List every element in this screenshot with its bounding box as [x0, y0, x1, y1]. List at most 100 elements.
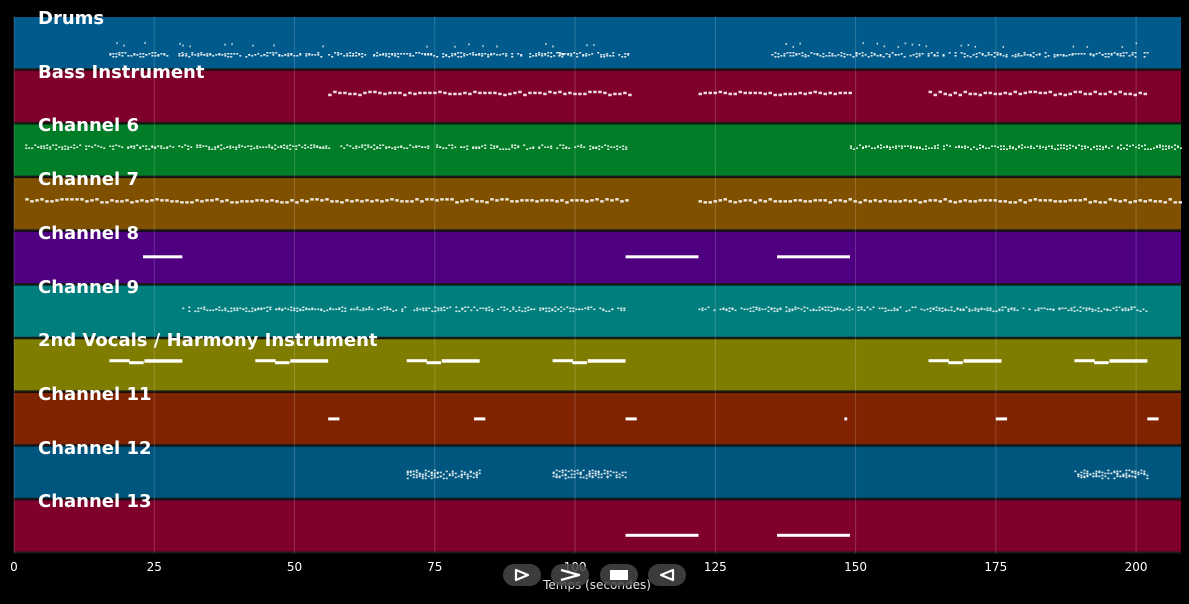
- note: [988, 199, 992, 202]
- note: [968, 92, 973, 96]
- note: [422, 307, 425, 310]
- note: [861, 147, 864, 149]
- note: [552, 45, 554, 48]
- note: [448, 473, 451, 476]
- note: [305, 307, 308, 310]
- note: [585, 200, 589, 203]
- note: [624, 471, 627, 474]
- note: [203, 308, 206, 311]
- note: [545, 199, 549, 202]
- note: [212, 309, 215, 312]
- note: [809, 309, 812, 312]
- note: [518, 306, 521, 309]
- note: [436, 146, 439, 148]
- note: [406, 471, 409, 474]
- note: [121, 55, 124, 57]
- note: [304, 144, 307, 146]
- note: [906, 145, 909, 147]
- note: [783, 200, 787, 203]
- note: [884, 310, 887, 313]
- note: [151, 55, 154, 57]
- note: [335, 308, 338, 311]
- note: [1070, 309, 1073, 312]
- note: [440, 307, 443, 310]
- note: [275, 52, 278, 54]
- note: [490, 147, 493, 149]
- note: [517, 145, 520, 147]
- stop-button[interactable]: [600, 564, 638, 586]
- note: [550, 147, 553, 149]
- note: [1115, 306, 1118, 309]
- note: [1158, 146, 1161, 148]
- note: [1020, 55, 1023, 57]
- note: [181, 55, 184, 57]
- note: [325, 147, 328, 149]
- note: [612, 52, 615, 54]
- note: [943, 92, 948, 96]
- note: [280, 146, 283, 148]
- note: [1164, 148, 1167, 150]
- note: [485, 309, 488, 312]
- note: [628, 93, 632, 97]
- note: [713, 91, 717, 95]
- note: [526, 148, 529, 150]
- note: [397, 146, 400, 148]
- note: [470, 198, 474, 201]
- note: [445, 54, 448, 56]
- note: [430, 54, 433, 56]
- note: [1044, 148, 1047, 150]
- note: [999, 53, 1002, 55]
- note: [1116, 146, 1119, 148]
- note: [538, 91, 542, 95]
- note: [808, 91, 812, 95]
- note: [894, 147, 897, 149]
- note: [544, 146, 547, 148]
- note: [1123, 92, 1128, 96]
- note: [277, 146, 280, 148]
- note: [888, 54, 891, 56]
- note: [332, 308, 335, 311]
- note: [858, 53, 861, 55]
- note: [85, 148, 88, 150]
- note: [1068, 147, 1071, 149]
- note: [70, 198, 74, 201]
- note: [139, 56, 142, 58]
- note: [442, 147, 445, 149]
- note: [1137, 147, 1140, 149]
- note: [88, 145, 91, 147]
- note: [395, 199, 399, 202]
- note: [266, 52, 269, 54]
- note: [412, 146, 415, 148]
- note: [454, 472, 457, 475]
- note: [541, 55, 544, 57]
- note: [286, 145, 289, 147]
- note: [508, 92, 512, 96]
- note: [962, 309, 965, 312]
- note: [423, 91, 427, 95]
- rewind-button[interactable]: [648, 564, 686, 586]
- note: [344, 310, 347, 313]
- note: [358, 146, 361, 148]
- track-lane: [14, 446, 1181, 499]
- note: [1134, 472, 1137, 475]
- forward-button[interactable]: [551, 564, 589, 586]
- note: [365, 199, 369, 202]
- note: [1176, 145, 1179, 147]
- note: [389, 308, 392, 311]
- note: [1125, 144, 1128, 146]
- play-button[interactable]: [503, 564, 541, 586]
- note: [278, 308, 281, 311]
- note: [154, 147, 157, 149]
- note: [188, 306, 191, 309]
- note: [1109, 309, 1112, 312]
- note: [815, 309, 818, 312]
- note: [166, 55, 169, 57]
- note: [145, 200, 149, 203]
- note: [831, 53, 834, 55]
- note: [725, 309, 728, 312]
- note: [418, 145, 421, 147]
- note: [861, 55, 864, 57]
- note: [1098, 145, 1101, 147]
- note: [337, 52, 340, 54]
- note: [538, 147, 541, 149]
